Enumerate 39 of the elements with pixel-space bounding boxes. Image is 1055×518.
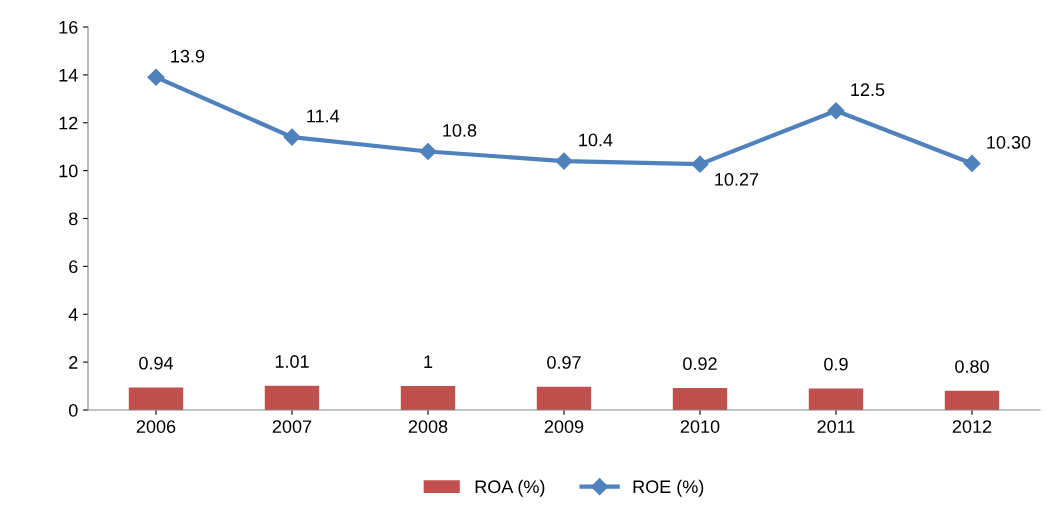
y-tick-label: 14 bbox=[59, 69, 78, 82]
y-tick-label: 0 bbox=[68, 403, 78, 417]
x-tick-label: 2008 bbox=[408, 420, 448, 433]
data-label: 0.80 bbox=[955, 360, 989, 373]
data-label: 0.92 bbox=[683, 357, 717, 371]
y-tick-label: 12 bbox=[59, 116, 78, 130]
data-label: 10.4 bbox=[579, 133, 613, 147]
point bbox=[283, 128, 301, 146]
legend-label: ROA (%) bbox=[475, 479, 545, 497]
data-label: 13.9 bbox=[171, 49, 205, 63]
x-tick-label: 2009 bbox=[544, 420, 584, 433]
y-tick-label: 4 bbox=[68, 308, 78, 321]
data-label: 10.8 bbox=[443, 124, 477, 137]
x-tick-label: 2012 bbox=[952, 420, 992, 433]
y-tick-label: 2 bbox=[69, 356, 78, 369]
data-label: 1 bbox=[424, 355, 433, 368]
data-label: 11.4 bbox=[307, 109, 340, 123]
point bbox=[691, 155, 709, 173]
y-tick-label: 10 bbox=[59, 164, 78, 178]
data-label: 1.01 bbox=[275, 355, 309, 368]
point bbox=[827, 102, 845, 120]
point bbox=[963, 154, 981, 172]
data-label: 0.9 bbox=[824, 357, 848, 371]
data-label: 10.27 bbox=[715, 172, 759, 186]
data-label: 0.97 bbox=[547, 356, 581, 369]
y-tick-label: 8 bbox=[69, 212, 78, 226]
legend-label: ROE (%) bbox=[633, 479, 704, 497]
point bbox=[419, 142, 437, 161]
x-tick-label: 2007 bbox=[272, 420, 312, 433]
data-label: 0.94 bbox=[139, 356, 174, 370]
y-tick-label: 6 bbox=[69, 260, 78, 274]
point bbox=[555, 152, 573, 170]
x-tick-label: 2010 bbox=[680, 420, 720, 433]
data-label: 12.5 bbox=[851, 83, 885, 97]
x-tick-label: 2011 bbox=[817, 420, 855, 433]
y-tick-label: 16 bbox=[59, 20, 78, 34]
data-label: 10.30 bbox=[987, 135, 1031, 149]
point bbox=[147, 68, 165, 86]
x-tick-label: 2006 bbox=[136, 420, 176, 433]
